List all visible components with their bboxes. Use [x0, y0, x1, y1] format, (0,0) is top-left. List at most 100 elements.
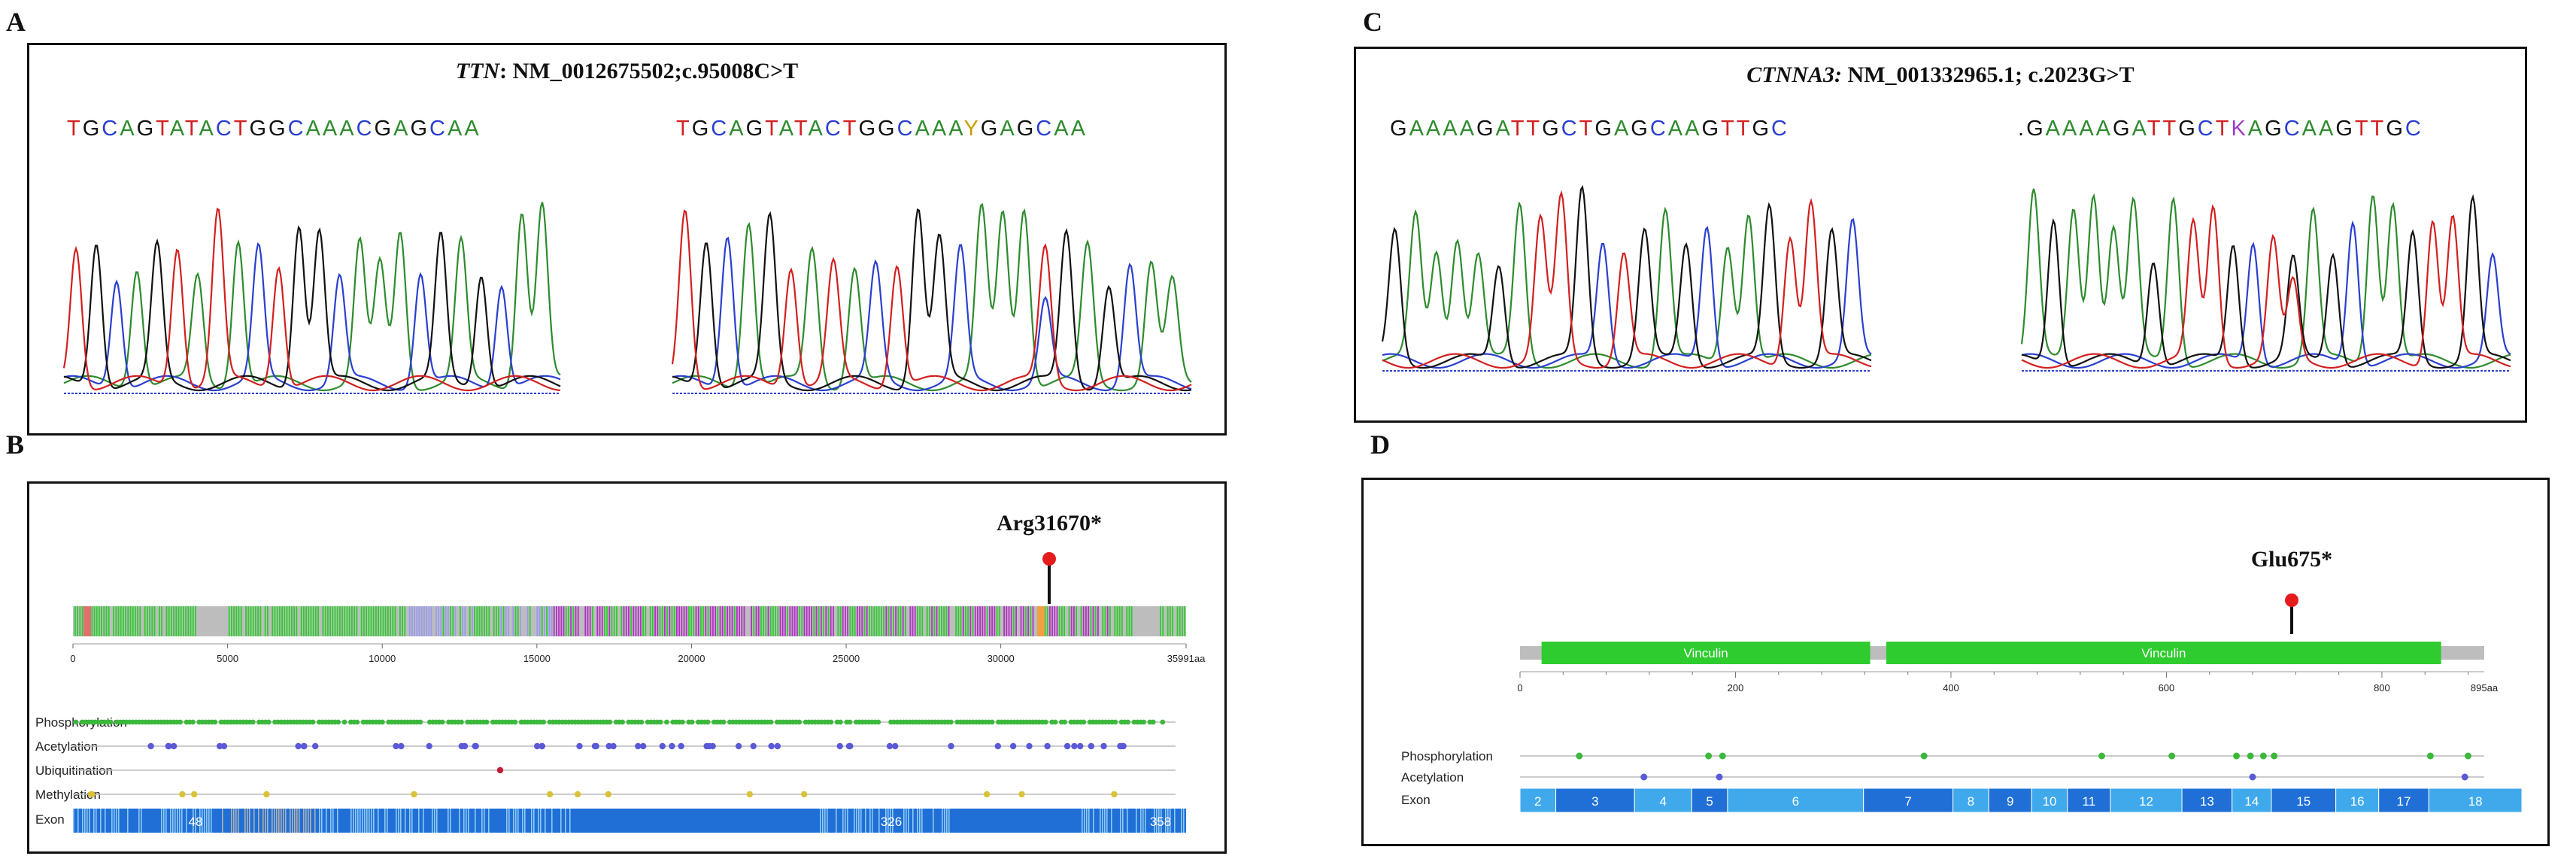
exon-stripe [274, 809, 275, 833]
domain-stripe [259, 606, 262, 636]
domain-stripe [902, 606, 904, 636]
domain-stripe [334, 606, 336, 636]
domain-stripe [1022, 606, 1024, 636]
base-letter: T [184, 117, 199, 141]
domain-stripe [813, 606, 815, 636]
exon-stripe [854, 809, 855, 833]
tick-label: 400 [1943, 682, 1959, 694]
exon-box [1863, 788, 1954, 813]
domain-stripe [637, 606, 639, 636]
mutant-sequence: TGCAGTATACTGGCAAAYGAGCAA [676, 117, 1088, 141]
domain-stripe [149, 606, 150, 636]
domain-stripe [281, 606, 283, 636]
domain-stripe [175, 606, 177, 636]
ptm-rows: PhosphorylationAcetylationUbiquitination… [35, 715, 1176, 827]
ptm-site [439, 719, 445, 725]
domain-stripe [474, 606, 475, 636]
domain-stripe [733, 606, 736, 636]
exon-box [1555, 788, 1635, 813]
exon-box [2335, 788, 2380, 813]
domain-stripe [380, 606, 382, 636]
chromatogram-mutant [671, 202, 1192, 394]
domain-stripe [1167, 606, 1169, 636]
domain-stripe [553, 606, 555, 636]
base-letter: T [1579, 117, 1595, 141]
exon-stripe [1102, 809, 1103, 833]
exon-stripe [1145, 809, 1146, 833]
base-letter: A [2247, 117, 2265, 141]
domain-stripe [1130, 606, 1133, 636]
domain-stripe [1102, 606, 1104, 636]
exon-stripe [1120, 809, 1121, 833]
reference-sequence: GAAAAGATTGCTGAGCAAGTTGC [1390, 117, 1789, 141]
domain-stripe [1182, 606, 1183, 636]
ptm-site [2247, 752, 2254, 760]
domain-stripe [799, 606, 800, 636]
exon-stripe [294, 809, 296, 833]
domain-stripe [1170, 606, 1171, 636]
exon-stripe [357, 809, 359, 833]
exon-stripe [364, 809, 366, 833]
protein-track [73, 606, 1186, 636]
ptm-site [177, 719, 184, 725]
ptm-site [1112, 719, 1118, 725]
base-letter: A [464, 117, 481, 141]
exon-stripe [235, 809, 237, 833]
base-letter: A [199, 117, 216, 141]
exon-stripe [272, 809, 273, 833]
exon-stripe [211, 809, 212, 833]
exon-stripe [822, 809, 824, 833]
domain-stripe [1070, 606, 1073, 636]
domain-stripe [890, 606, 892, 636]
domain-stripe [195, 606, 196, 636]
ptm-site [1705, 752, 1713, 760]
domain-stripe [998, 606, 1000, 636]
ptm-site [398, 742, 405, 750]
domain-stripe [339, 606, 341, 636]
domain-stripe [96, 606, 98, 636]
exon-stripe [371, 809, 372, 833]
domain-stripe [402, 606, 403, 636]
base-letter: A [1070, 117, 1088, 141]
domain-stripe [592, 606, 593, 636]
domain-stripe [690, 606, 692, 636]
domain-stripe [103, 606, 105, 636]
exon-stripe [170, 809, 171, 833]
domain-stripe [452, 606, 454, 636]
ptm-site [411, 791, 417, 798]
domain-stripe [986, 606, 988, 636]
exon-stripe [522, 809, 523, 833]
exon-stripe [409, 809, 411, 833]
exon-stripe [423, 809, 424, 833]
domain-label: Vinculin [2141, 646, 2186, 660]
base-letter: A [2318, 117, 2336, 141]
exon-stripe [398, 809, 399, 833]
row-label-acetylation: Acetylation [1401, 770, 1464, 785]
ptm-site [2168, 752, 2176, 760]
domain-stripe [370, 606, 372, 636]
domain-stripe [450, 606, 451, 636]
exon-stripe [820, 809, 821, 833]
trace-t [62, 208, 561, 392]
trace-c [672, 236, 1192, 392]
domain-stripe [570, 606, 572, 636]
domain-stripe [676, 606, 678, 636]
tick-label: 35991aa [1167, 653, 1206, 664]
ptm-site [1018, 791, 1025, 798]
ptm-site [265, 719, 272, 725]
domain-stripe [231, 606, 232, 636]
base-letter: A [2131, 117, 2147, 141]
domain-stripe [897, 606, 900, 636]
ptm-site [2259, 752, 2267, 760]
panel-d-diagram: Glu675* Vinculin Vinculin 0 200 400 600 800 89… [1401, 547, 2523, 813]
domain-stripe [715, 606, 716, 636]
exon-stripe [378, 809, 379, 833]
exon-stripe [865, 809, 866, 833]
domain-stripe [801, 606, 803, 636]
domain-stripe [608, 606, 611, 636]
exon-stripe [524, 809, 526, 833]
base-letter: T [233, 117, 250, 141]
exon-stripe [450, 809, 451, 833]
domain-stripe [551, 606, 553, 636]
protein-track: Vinculin Vinculin [1520, 642, 2484, 664]
